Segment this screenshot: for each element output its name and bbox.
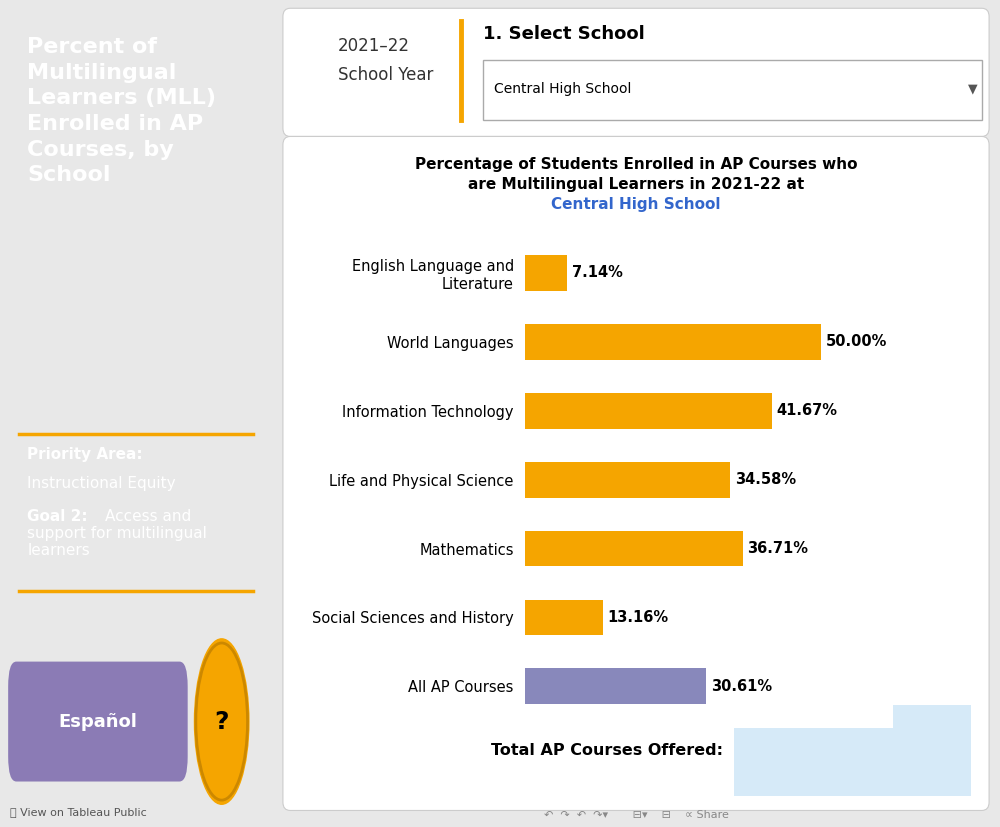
Bar bbox=[525, 324, 821, 360]
Text: Percent of
Multilingual
Learners (MLL)
Enrolled in AP
Courses, by
School: Percent of Multilingual Learners (MLL) E… bbox=[27, 37, 216, 185]
FancyBboxPatch shape bbox=[8, 662, 188, 782]
Text: ↶  ↷  ↶  ↷▾       ⊟▾    ⊟    ∝ Share: ↶ ↷ ↶ ↷▾ ⊟▾ ⊟ ∝ Share bbox=[544, 810, 728, 820]
Text: 50.00%: 50.00% bbox=[826, 334, 888, 349]
FancyBboxPatch shape bbox=[483, 60, 982, 120]
Text: 7: 7 bbox=[840, 733, 865, 767]
Text: Percentage of Students Enrolled in AP Courses who: Percentage of Students Enrolled in AP Co… bbox=[415, 157, 857, 172]
Text: 34.58%: 34.58% bbox=[735, 472, 796, 487]
Bar bbox=[525, 461, 730, 498]
Text: 13.16%: 13.16% bbox=[608, 610, 669, 625]
Text: School Year: School Year bbox=[338, 66, 433, 84]
Text: Access and
support for multilingual
learners: Access and support for multilingual lear… bbox=[27, 509, 207, 558]
Text: 30.61%: 30.61% bbox=[711, 679, 772, 694]
Text: Instructional Equity: Instructional Equity bbox=[27, 476, 176, 490]
Text: 36.71%: 36.71% bbox=[747, 541, 808, 556]
Bar bbox=[525, 600, 603, 635]
Text: 2021–22: 2021–22 bbox=[338, 37, 410, 55]
FancyBboxPatch shape bbox=[283, 8, 989, 136]
Text: Priority Area:: Priority Area: bbox=[27, 447, 143, 461]
Bar bbox=[525, 393, 772, 428]
Bar bbox=[525, 531, 743, 566]
Text: ?: ? bbox=[214, 710, 229, 734]
Text: Central High School: Central High School bbox=[551, 197, 721, 212]
Text: ▼: ▼ bbox=[968, 83, 978, 96]
FancyBboxPatch shape bbox=[283, 136, 989, 810]
FancyBboxPatch shape bbox=[734, 705, 971, 796]
Text: Goal 2:: Goal 2: bbox=[27, 509, 88, 523]
Text: are Multilingual Learners in 2021-22 at: are Multilingual Learners in 2021-22 at bbox=[468, 177, 804, 192]
Text: ⧉ View on Tableau Public: ⧉ View on Tableau Public bbox=[10, 807, 147, 817]
Circle shape bbox=[194, 638, 249, 804]
Bar bbox=[525, 668, 706, 705]
Text: 41.67%: 41.67% bbox=[777, 404, 838, 418]
Text: 7.14%: 7.14% bbox=[572, 265, 623, 280]
Text: Central High School: Central High School bbox=[494, 83, 631, 96]
Text: 1. Select School: 1. Select School bbox=[483, 25, 645, 43]
Text: Total AP Courses Offered:: Total AP Courses Offered: bbox=[491, 743, 723, 758]
Bar bbox=[525, 255, 567, 291]
Text: Español: Español bbox=[58, 713, 137, 730]
